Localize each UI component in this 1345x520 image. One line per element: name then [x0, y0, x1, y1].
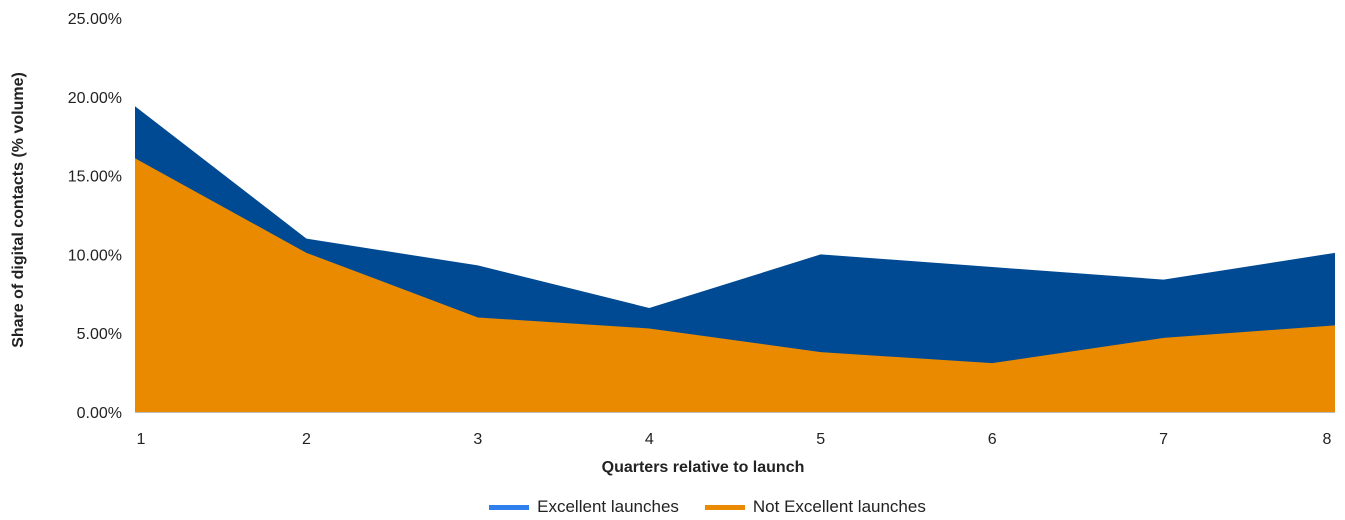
x-tick-label: 6	[988, 431, 997, 448]
y-tick-label: 10.00%	[68, 247, 122, 264]
legend: Excellent launches Not Excellent launche…	[0, 495, 1345, 519]
y-axis-title: Share of digital contacts (% volume)	[10, 72, 27, 348]
x-tick-label: 8	[1323, 431, 1332, 448]
y-tick-label: 5.00%	[77, 326, 122, 343]
y-tick-label: 15.00%	[68, 169, 122, 186]
x-tick-label: 7	[1159, 431, 1168, 448]
x-tick-label: 4	[645, 431, 654, 448]
plot-areas	[135, 106, 1335, 413]
legend-label-not-excellent: Not Excellent launches	[752, 497, 926, 516]
x-tick-label: 1	[137, 431, 146, 448]
legend-swatch-excellent	[489, 504, 530, 510]
y-tick-label: 25.00%	[68, 11, 122, 28]
x-axis-title: Quarters relative to launch	[602, 459, 805, 476]
x-tick-label: 2	[302, 431, 311, 448]
y-axis-ticks: 0.00% 5.00% 10.00% 15.00% 20.00% 25.00%	[68, 11, 122, 422]
legend-item-not-excellent: Not Excellent launches	[704, 497, 926, 517]
legend-label-excellent: Excellent launches	[537, 497, 679, 516]
x-tick-label: 3	[473, 431, 482, 448]
x-axis-ticks: 1 2 3 4 5 6 7 8	[137, 431, 1332, 448]
y-tick-label: 0.00%	[77, 405, 122, 422]
x-tick-label: 5	[816, 431, 825, 448]
area-series-not-excellent	[135, 158, 1335, 412]
legend-swatch-not-excellent	[704, 504, 745, 510]
y-tick-label: 20.00%	[68, 90, 122, 107]
legend-item-excellent: Excellent launches	[489, 497, 679, 517]
area-chart: 0.00% 5.00% 10.00% 15.00% 20.00% 25.00% 1 2 3 4 5…	[10, 11, 1335, 476]
